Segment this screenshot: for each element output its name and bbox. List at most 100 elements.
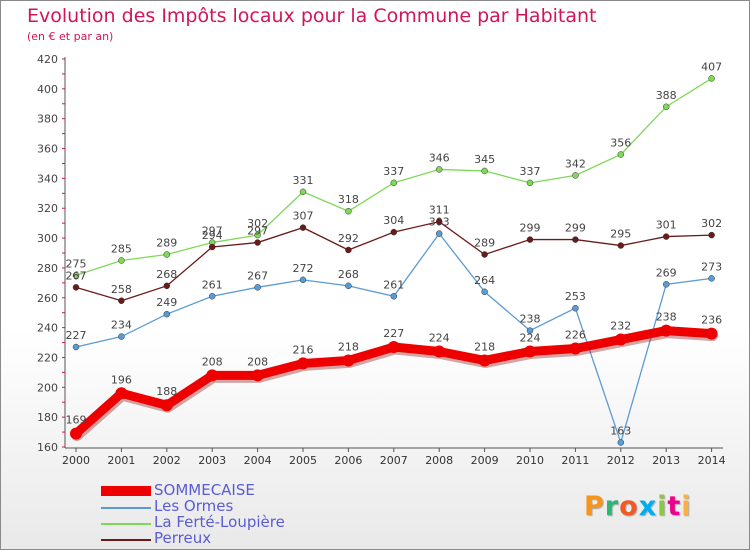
legend-swatch-sommecaise (101, 486, 151, 496)
data-label: 208 (202, 355, 223, 368)
data-label: 272 (293, 262, 314, 275)
data-label: 292 (338, 232, 359, 245)
data-point (708, 231, 715, 239)
data-label: 238 (656, 311, 677, 324)
data-point (163, 251, 171, 258)
logo-letter: t (667, 491, 682, 522)
data-label: 261 (202, 278, 223, 291)
data-point (617, 242, 625, 249)
x-tick-label: 2005 (289, 454, 317, 467)
data-point (163, 310, 171, 318)
data-point (254, 284, 261, 291)
data-label: 289 (474, 236, 495, 249)
x-tick-label: 2002 (153, 454, 181, 467)
data-label: 275 (66, 257, 87, 270)
data-point (70, 427, 82, 440)
data-point (481, 251, 488, 258)
data-label: 253 (565, 290, 586, 303)
data-label: 302 (701, 217, 722, 230)
data-point (118, 257, 125, 264)
data-point (435, 230, 443, 237)
x-tick-label: 2001 (107, 454, 135, 467)
y-tick-label: 160 (37, 441, 58, 454)
data-label: 407 (701, 60, 722, 73)
data-label: 238 (520, 313, 541, 326)
data-label: 224 (520, 331, 541, 344)
legend-swatch-les-ormes (101, 507, 151, 509)
y-tick-label: 320 (37, 202, 58, 215)
y-tick-label: 400 (37, 83, 58, 96)
legend-swatch-perreux (101, 539, 151, 541)
data-point (569, 342, 582, 355)
data-label: 227 (66, 329, 87, 342)
x-tick-label: 2012 (607, 454, 635, 467)
y-tick-label: 200 (37, 381, 58, 394)
data-label: 297 (202, 225, 223, 238)
y-tick-label: 420 (37, 53, 58, 66)
y-tick-label: 240 (37, 322, 58, 335)
data-label: 208 (247, 355, 268, 368)
data-point (660, 324, 673, 337)
data-label: 345 (474, 153, 495, 166)
logo-letter: i (681, 491, 692, 522)
data-point (614, 333, 627, 346)
y-tick-label: 340 (37, 172, 58, 185)
logo-letter: r (604, 491, 620, 522)
data-label: 236 (701, 314, 722, 327)
data-point (345, 246, 352, 254)
x-tick-label: 2014 (698, 454, 726, 467)
x-tick-label: 2006 (334, 454, 362, 467)
data-label: 196 (111, 373, 132, 386)
data-point (160, 399, 173, 412)
data-point (617, 439, 625, 446)
data-label: 346 (429, 151, 450, 164)
data-label: 299 (565, 222, 586, 235)
data-label: 269 (656, 266, 677, 279)
data-label: 295 (610, 228, 631, 241)
y-tick-label: 260 (37, 292, 58, 305)
data-point (526, 236, 534, 243)
data-point (572, 172, 579, 179)
data-point (72, 272, 80, 279)
y-tick-label: 280 (37, 262, 58, 275)
data-point (206, 369, 219, 382)
data-point (708, 75, 715, 82)
legend-label-sommecaise: SOMMECAISE (154, 481, 255, 499)
data-point (572, 236, 579, 243)
data-label: 299 (520, 222, 541, 235)
data-point (72, 284, 80, 291)
data-point (387, 341, 400, 354)
data-point (390, 293, 398, 300)
legend-label-perreux: Perreux (154, 529, 212, 547)
logo-letter: x (638, 491, 658, 522)
y-tick-label: 300 (37, 232, 58, 245)
y-tick-label: 180 (37, 411, 58, 424)
data-label: 169 (66, 414, 87, 427)
data-label: 301 (656, 219, 677, 232)
data-label: 234 (111, 319, 132, 332)
logo-letter: i (657, 491, 668, 522)
data-point (342, 354, 355, 367)
data-point (708, 275, 715, 282)
data-label: 307 (293, 210, 314, 223)
data-label: 356 (610, 137, 631, 150)
data-label: 285 (111, 242, 132, 255)
data-point (118, 297, 125, 305)
y-tick-label: 360 (37, 143, 58, 156)
data-label: 289 (156, 236, 177, 249)
legend-label-la-ferte-loupiere: La Ferté-Loupière (154, 513, 285, 531)
data-label: 311 (429, 204, 450, 217)
data-point (72, 343, 80, 351)
data-label: 227 (383, 327, 404, 340)
data-point (390, 228, 398, 236)
data-label: 188 (156, 385, 177, 398)
data-label: 267 (247, 269, 268, 282)
data-label: 388 (656, 89, 677, 102)
legend-swatch-la-ferte-loupiere (101, 523, 151, 525)
data-point (390, 179, 398, 187)
data-point (251, 369, 264, 382)
x-tick-label: 2003 (198, 454, 226, 467)
x-tick-label: 2011 (561, 454, 589, 467)
data-point (163, 282, 171, 290)
